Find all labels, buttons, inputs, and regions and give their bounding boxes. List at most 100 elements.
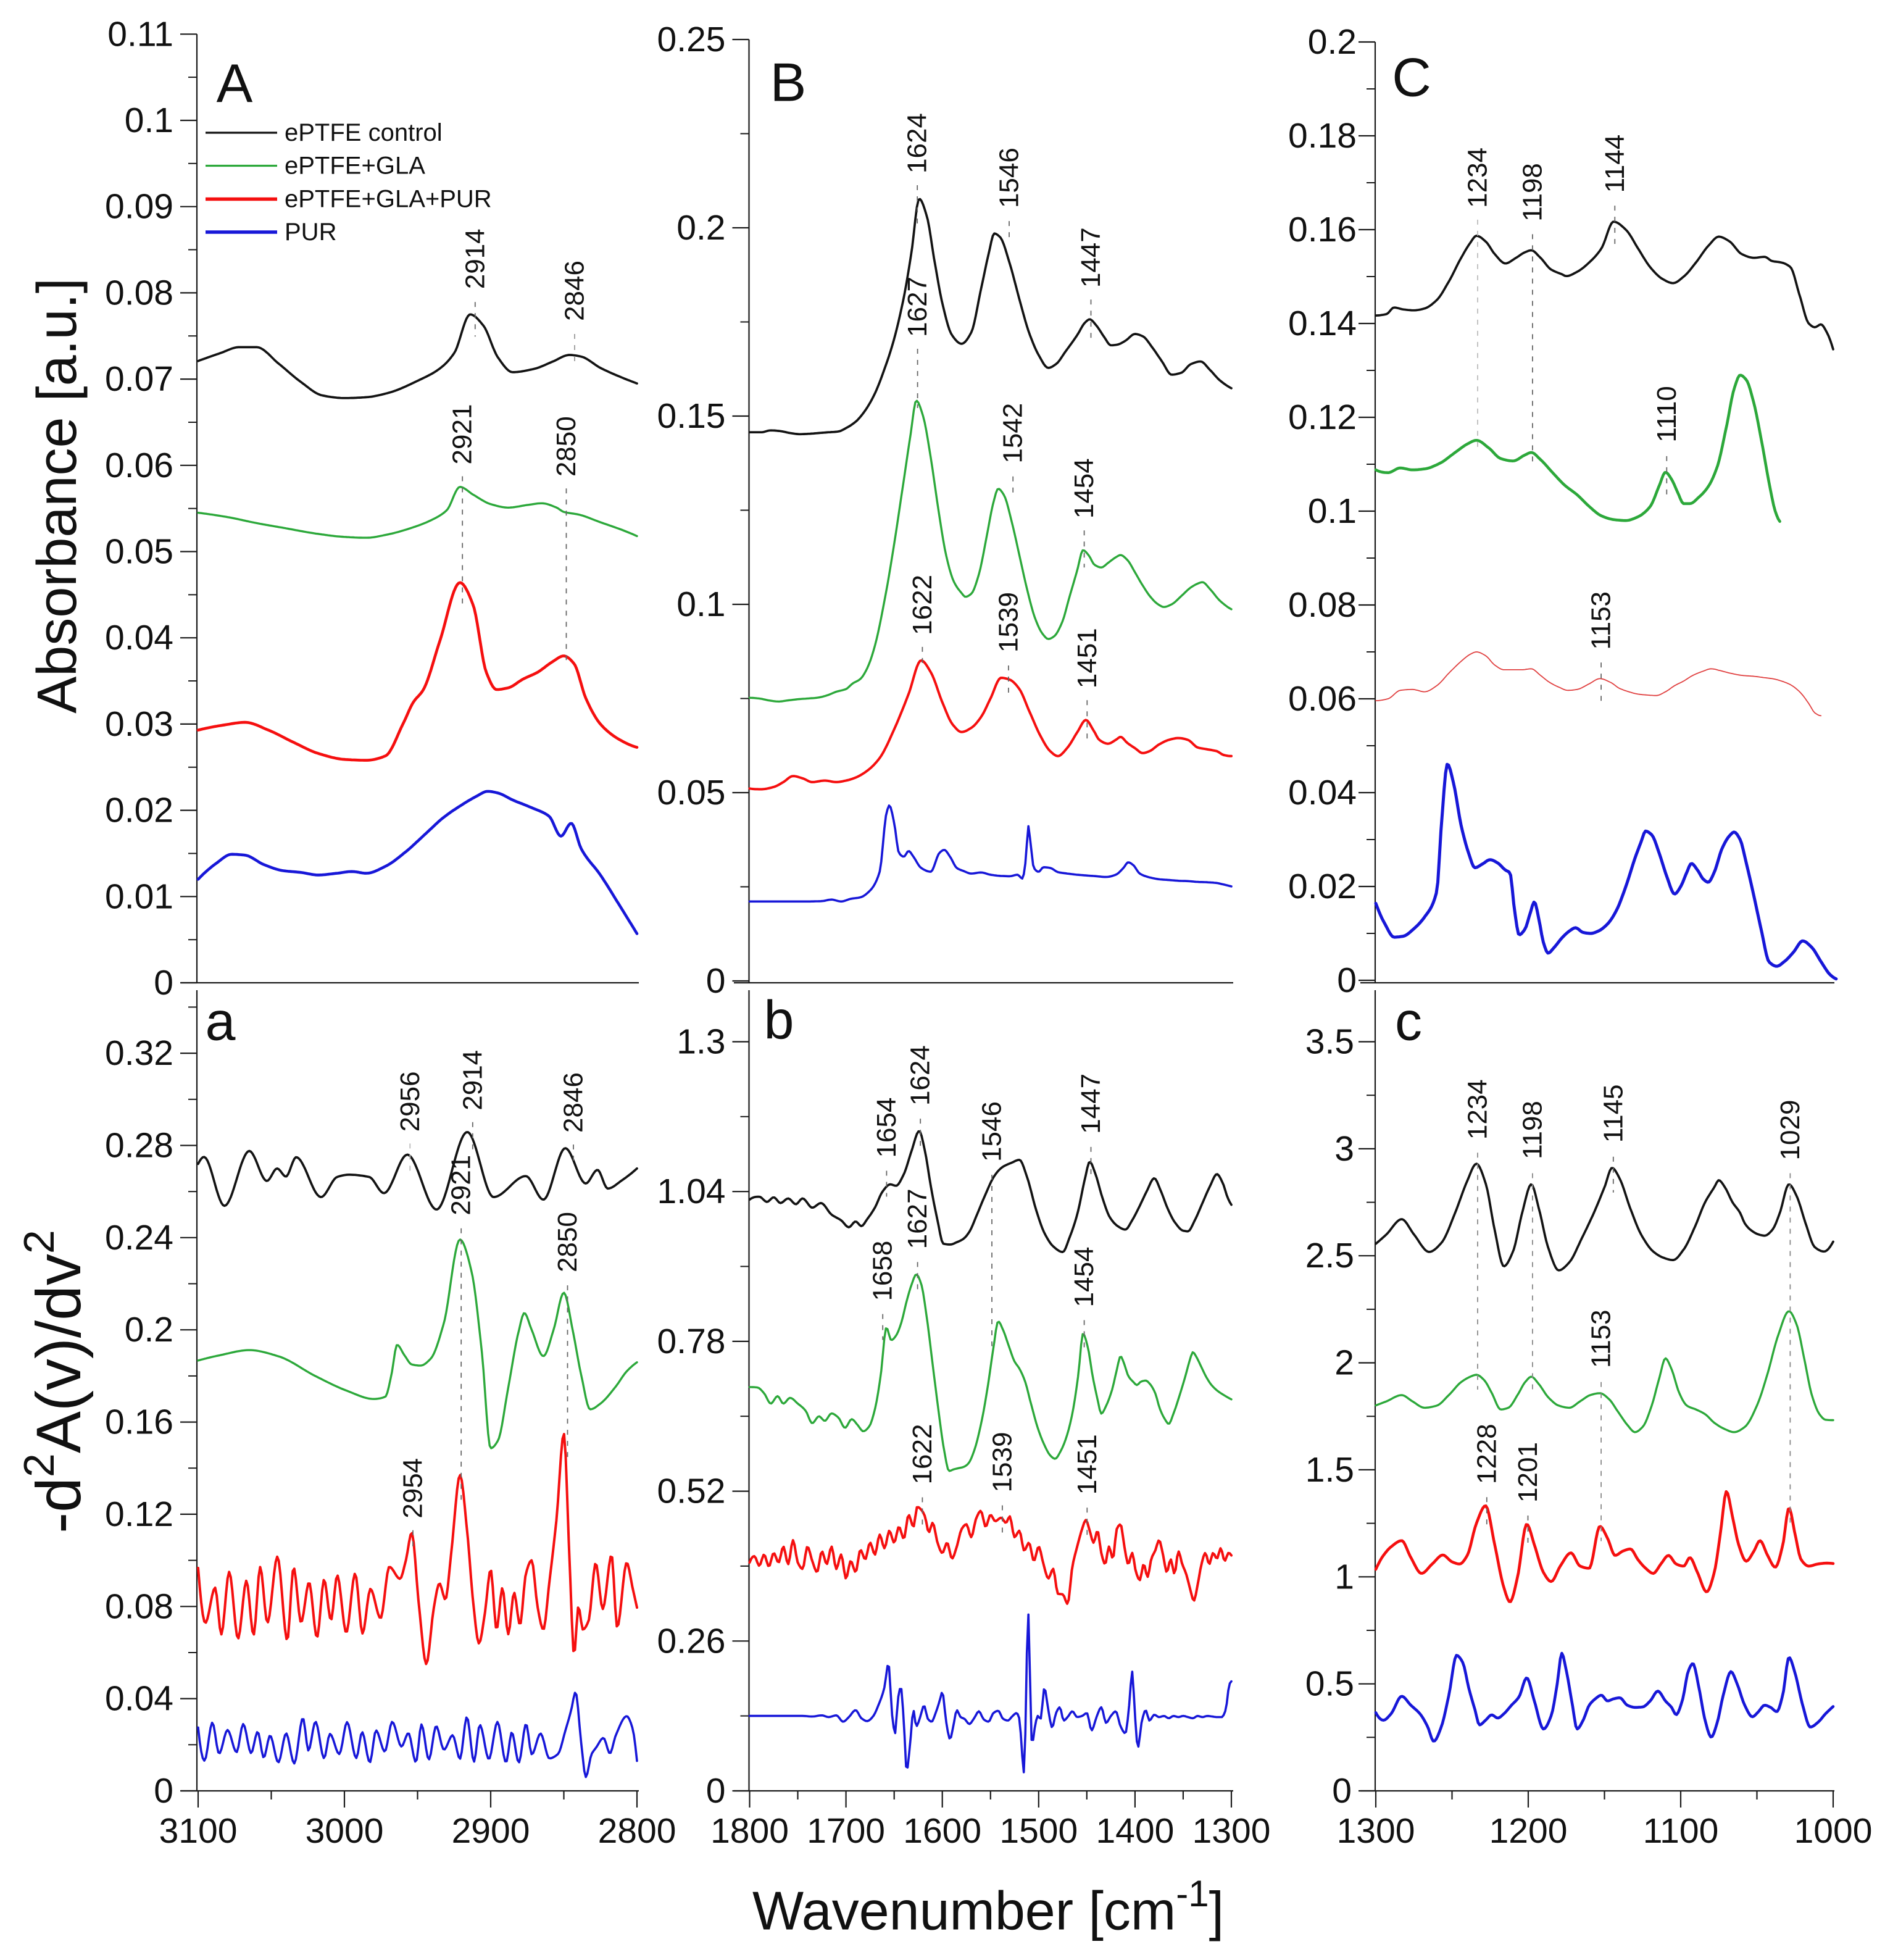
svg-text:1654: 1654	[872, 1098, 902, 1158]
svg-text:0.78: 0.78	[657, 1322, 726, 1361]
svg-text:1447: 1447	[1076, 1074, 1106, 1134]
svg-text:1029: 1029	[1775, 1100, 1805, 1161]
svg-text:0.04: 0.04	[105, 618, 173, 657]
svg-text:1201: 1201	[1513, 1442, 1543, 1503]
svg-text:1234: 1234	[1463, 148, 1493, 208]
svg-text:1100: 1100	[1643, 1811, 1719, 1851]
svg-text:Absorbance [a.u.]: Absorbance [a.u.]	[27, 278, 88, 713]
svg-text:2800: 2800	[598, 1811, 676, 1851]
svg-text:1454: 1454	[1069, 458, 1099, 519]
svg-text:2850: 2850	[551, 416, 581, 477]
svg-text:0.16: 0.16	[1288, 210, 1357, 249]
svg-text:0.14: 0.14	[1288, 304, 1357, 343]
svg-text:1153: 1153	[1586, 591, 1617, 650]
svg-text:1447: 1447	[1076, 227, 1106, 288]
svg-text:2954: 2954	[398, 1458, 428, 1519]
svg-text:2850: 2850	[552, 1212, 583, 1272]
svg-text:A: A	[217, 53, 253, 114]
svg-text:0.1: 0.1	[676, 585, 725, 624]
svg-text:1.5: 1.5	[1305, 1450, 1354, 1490]
svg-text:1546: 1546	[994, 148, 1025, 208]
svg-text:0.2: 0.2	[125, 1310, 173, 1349]
svg-text:0: 0	[706, 1771, 726, 1811]
svg-text:1300: 1300	[1337, 1811, 1415, 1851]
svg-text:2956: 2956	[395, 1071, 425, 1132]
svg-text:1451: 1451	[1072, 628, 1102, 688]
svg-text:2921: 2921	[446, 1155, 476, 1216]
svg-text:1500: 1500	[999, 1811, 1078, 1851]
svg-text:0.08: 0.08	[105, 1587, 173, 1626]
svg-text:0: 0	[154, 1771, 173, 1811]
svg-text:b: b	[764, 990, 794, 1051]
svg-text:1144: 1144	[1600, 135, 1630, 193]
svg-text:0.5: 0.5	[1305, 1664, 1354, 1704]
svg-text:0.28: 0.28	[105, 1126, 173, 1166]
svg-text:2921: 2921	[447, 404, 478, 465]
svg-text:0: 0	[1332, 1771, 1352, 1811]
svg-text:0.04: 0.04	[1288, 773, 1357, 812]
svg-text:3100: 3100	[159, 1811, 238, 1851]
svg-text:1.3: 1.3	[676, 1022, 725, 1062]
svg-text:2.5: 2.5	[1305, 1236, 1354, 1275]
svg-text:1658: 1658	[868, 1241, 898, 1301]
svg-text:0.16: 0.16	[105, 1403, 173, 1442]
svg-text:0.18: 0.18	[1288, 116, 1357, 156]
svg-text:1627: 1627	[902, 277, 933, 337]
svg-text:1539: 1539	[987, 1432, 1017, 1493]
svg-text:0.05: 0.05	[657, 773, 726, 812]
svg-text:1198: 1198	[1517, 163, 1547, 222]
svg-text:Wavenumber [cm-1]: Wavenumber [cm-1]	[752, 1873, 1224, 1941]
svg-text:1400: 1400	[1096, 1811, 1174, 1851]
svg-text:0: 0	[706, 961, 726, 1001]
svg-text:0.02: 0.02	[1288, 867, 1357, 906]
svg-text:c: c	[1395, 991, 1422, 1052]
svg-text:1451: 1451	[1072, 1434, 1102, 1495]
svg-text:0.04: 0.04	[105, 1679, 173, 1719]
svg-text:3.5: 3.5	[1305, 1022, 1354, 1062]
svg-text:0.05: 0.05	[105, 532, 173, 572]
svg-text:1600: 1600	[903, 1811, 981, 1851]
svg-text:0.52: 0.52	[657, 1472, 726, 1511]
svg-text:PUR: PUR	[285, 219, 336, 246]
svg-text:1145: 1145	[1598, 1084, 1628, 1143]
svg-text:1700: 1700	[807, 1811, 885, 1851]
svg-text:0.09: 0.09	[105, 187, 173, 227]
svg-text:1: 1	[1334, 1557, 1354, 1596]
svg-text:1300: 1300	[1192, 1811, 1271, 1851]
svg-text:0.1: 0.1	[1308, 491, 1357, 531]
svg-text:1234: 1234	[1463, 1079, 1493, 1140]
svg-text:a: a	[206, 991, 236, 1052]
svg-text:1539: 1539	[993, 592, 1023, 653]
svg-text:1624: 1624	[902, 113, 933, 173]
svg-text:0.08: 0.08	[1288, 585, 1357, 625]
svg-text:ePTFE control: ePTFE control	[285, 119, 443, 146]
svg-text:3: 3	[1334, 1129, 1354, 1169]
svg-text:1542: 1542	[998, 403, 1028, 464]
svg-text:0.15: 0.15	[657, 396, 726, 436]
svg-text:0.12: 0.12	[105, 1495, 173, 1534]
svg-text:B: B	[770, 52, 807, 113]
svg-text:0.2: 0.2	[1308, 22, 1357, 62]
svg-text:1.04: 1.04	[657, 1172, 726, 1211]
svg-text:2914: 2914	[457, 1050, 488, 1111]
svg-text:0.08: 0.08	[105, 273, 173, 312]
svg-text:ePTFE+GLA+PUR: ePTFE+GLA+PUR	[285, 186, 492, 213]
svg-text:1110: 1110	[1652, 386, 1682, 442]
svg-text:1200: 1200	[1489, 1811, 1568, 1851]
svg-text:0.2: 0.2	[676, 208, 725, 248]
svg-text:0.32: 0.32	[105, 1033, 173, 1073]
svg-text:0.02: 0.02	[105, 791, 173, 830]
svg-text:C: C	[1392, 47, 1431, 108]
svg-text:1546: 1546	[977, 1101, 1007, 1162]
svg-text:3000: 3000	[306, 1811, 384, 1851]
svg-text:0.07: 0.07	[105, 359, 173, 399]
svg-text:0.03: 0.03	[105, 704, 173, 744]
svg-text:1198: 1198	[1517, 1101, 1547, 1159]
svg-text:1627: 1627	[902, 1188, 933, 1249]
svg-text:2900: 2900	[452, 1811, 530, 1851]
svg-text:0.25: 0.25	[657, 20, 726, 59]
svg-text:0.1: 0.1	[125, 101, 173, 140]
svg-text:2846: 2846	[559, 1072, 589, 1133]
svg-text:0.24: 0.24	[105, 1218, 173, 1257]
svg-text:1622: 1622	[907, 1424, 938, 1485]
